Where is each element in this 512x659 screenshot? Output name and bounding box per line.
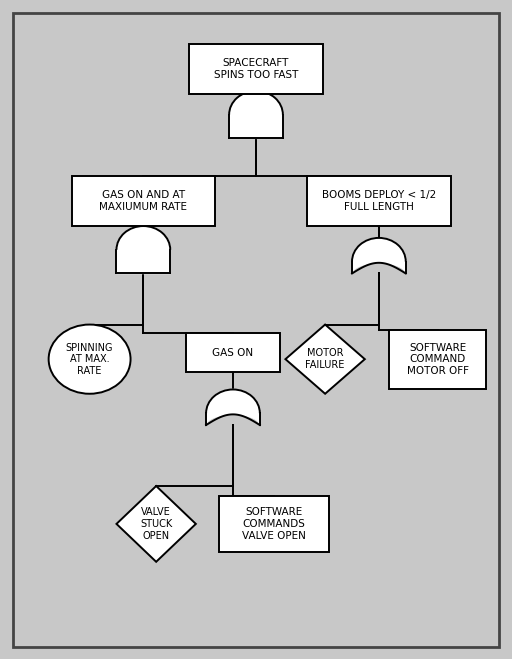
Bar: [186, 333, 281, 372]
Bar: [72, 177, 215, 225]
Text: SOFTWARE
COMMAND
MOTOR OFF: SOFTWARE COMMAND MOTOR OFF: [407, 343, 469, 376]
Polygon shape: [116, 486, 196, 561]
Text: SPACECRAFT
SPINS TOO FAST: SPACECRAFT SPINS TOO FAST: [214, 59, 298, 80]
Polygon shape: [117, 226, 170, 273]
Text: GAS ON: GAS ON: [212, 347, 253, 358]
Text: SOFTWARE
COMMANDS
VALVE OPEN: SOFTWARE COMMANDS VALVE OPEN: [242, 507, 306, 540]
Bar: [219, 496, 329, 552]
Text: SPINNING
AT MAX.
RATE: SPINNING AT MAX. RATE: [66, 343, 113, 376]
Text: VALVE
STUCK
OPEN: VALVE STUCK OPEN: [140, 507, 172, 540]
Polygon shape: [229, 91, 283, 138]
Polygon shape: [286, 324, 365, 393]
Bar: [389, 330, 486, 389]
Bar: [189, 45, 323, 94]
Bar: [307, 177, 451, 225]
Text: MOTOR
FAILURE: MOTOR FAILURE: [306, 349, 345, 370]
Polygon shape: [352, 238, 406, 273]
Ellipse shape: [49, 324, 131, 393]
Text: GAS ON AND AT
MAXIUMUM RATE: GAS ON AND AT MAXIUMUM RATE: [99, 190, 187, 212]
Text: BOOMS DEPLOY < 1/2
FULL LENGTH: BOOMS DEPLOY < 1/2 FULL LENGTH: [322, 190, 436, 212]
Polygon shape: [206, 389, 260, 425]
